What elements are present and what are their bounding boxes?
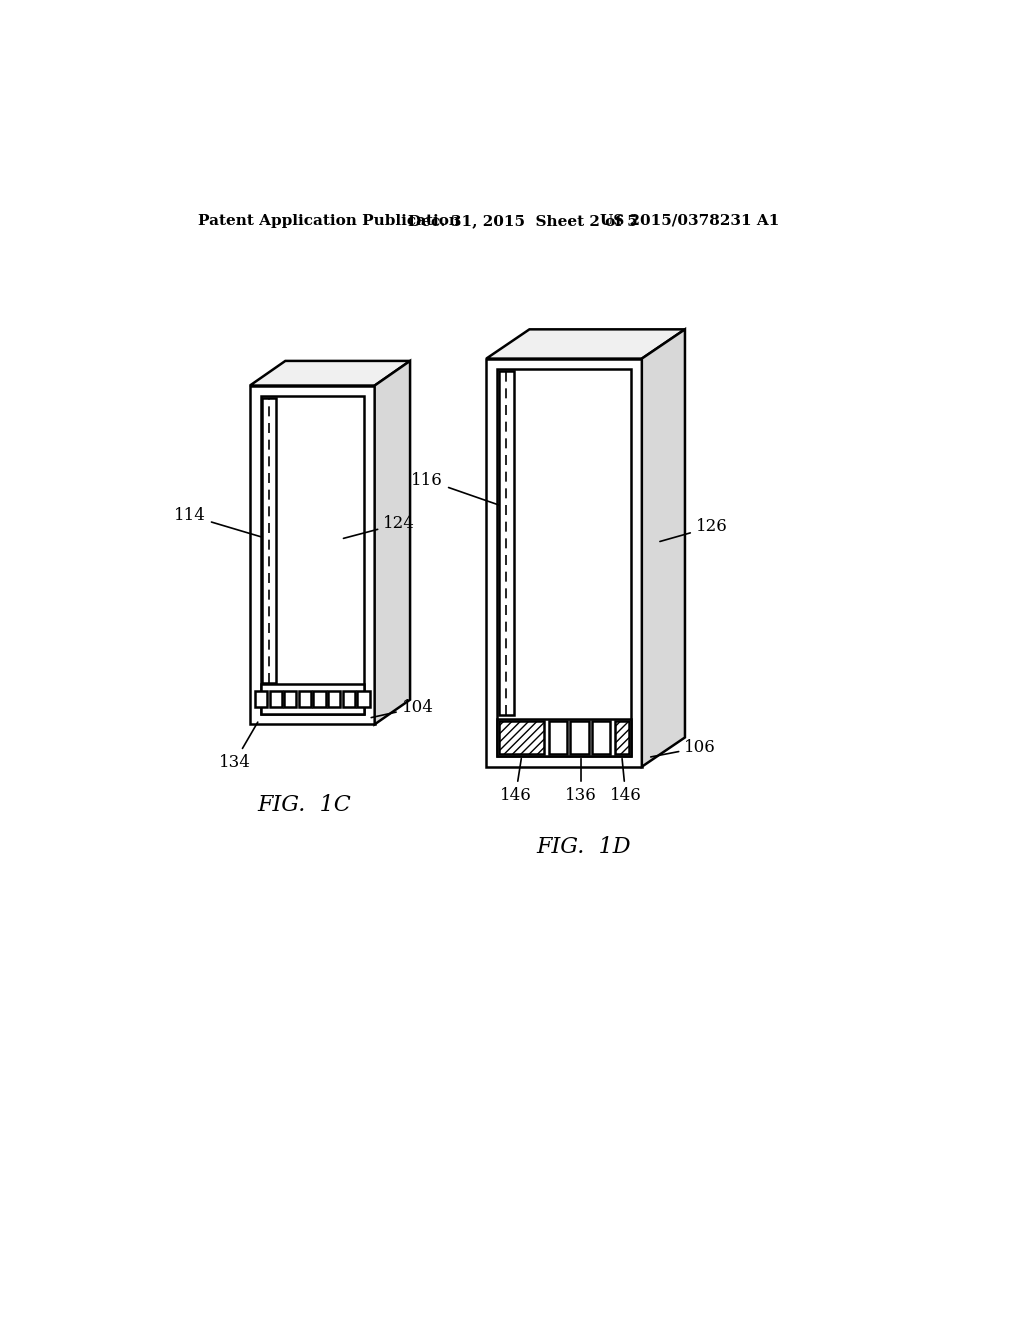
Bar (497, 719, 631, 756)
Text: 116: 116 (412, 471, 502, 506)
Text: 146: 146 (500, 759, 531, 804)
Text: 126: 126 (659, 519, 727, 541)
Bar (592, 721, 610, 754)
Text: 146: 146 (610, 759, 642, 804)
Bar (500, 721, 544, 754)
Bar (299, 692, 311, 706)
Text: 104: 104 (372, 698, 433, 718)
Bar (313, 692, 326, 706)
Bar (357, 692, 370, 706)
Bar (343, 692, 355, 706)
Text: US 2015/0378231 A1: US 2015/0378231 A1 (600, 214, 779, 228)
Bar (285, 692, 297, 706)
Text: 114: 114 (174, 507, 265, 539)
Bar (614, 721, 629, 754)
Bar (250, 385, 375, 725)
Polygon shape (375, 360, 410, 725)
Bar (499, 371, 514, 715)
Bar (497, 370, 631, 756)
Bar (328, 692, 340, 706)
Bar (486, 359, 642, 767)
Text: 106: 106 (650, 739, 716, 756)
Polygon shape (642, 330, 685, 767)
Polygon shape (250, 360, 410, 385)
Polygon shape (486, 330, 685, 359)
Text: Dec. 31, 2015  Sheet 2 of 5: Dec. 31, 2015 Sheet 2 of 5 (408, 214, 637, 228)
Bar (549, 721, 567, 754)
Bar (262, 397, 276, 682)
Bar (570, 721, 589, 754)
Bar (261, 396, 364, 714)
Text: 136: 136 (565, 759, 597, 804)
Text: 134: 134 (218, 722, 258, 771)
Bar (261, 684, 364, 714)
Bar (255, 692, 267, 706)
Text: 124: 124 (343, 515, 415, 539)
Text: FIG.  1C: FIG. 1C (258, 793, 351, 816)
Text: Patent Application Publication: Patent Application Publication (199, 214, 461, 228)
Bar (269, 692, 282, 706)
Text: FIG.  1D: FIG. 1D (536, 836, 631, 858)
